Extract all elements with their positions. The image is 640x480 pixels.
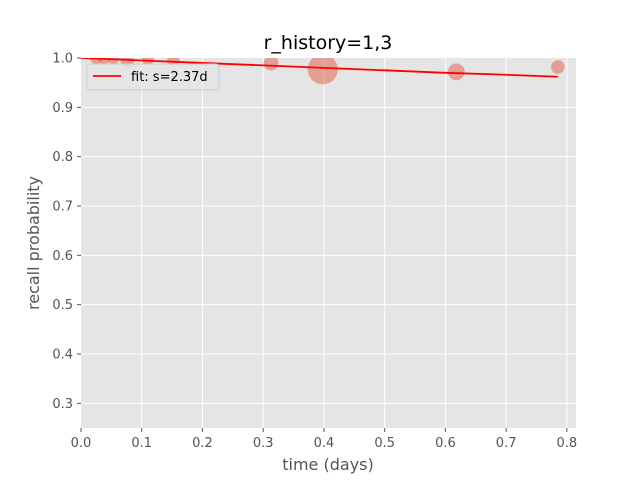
scatter-point (263, 58, 279, 71)
scatter-point (550, 60, 565, 74)
x-tick-label: 0.0 (71, 436, 92, 451)
y-tick-label: 0.7 (52, 200, 73, 215)
x-tick-label: 0.5 (374, 436, 395, 451)
scatter-point (307, 58, 338, 85)
x-axis-ticks: 0.0 0.1 0.2 0.3 0.4 0.5 0.6 0.7 0.8 (71, 428, 578, 451)
scatter-point (107, 58, 120, 65)
x-tick-label: 0.6 (435, 436, 456, 451)
legend-box (86, 63, 220, 91)
legend-fit-label: fit: s=2.37d (131, 70, 208, 85)
y-tick-label: 1.0 (52, 52, 73, 67)
scatter-point (141, 58, 154, 66)
fit-line (81, 58, 558, 78)
x-tick-label: 0.7 (496, 436, 517, 451)
scatter-point (447, 63, 465, 81)
y-axis-ticks: 0.3 0.4 0.5 0.6 0.7 0.8 0.9 1.0 (52, 52, 81, 412)
chart-title: r_history=1,3 (264, 32, 393, 54)
x-tick-label: 0.2 (192, 436, 213, 451)
x-tick-label: 0.1 (131, 436, 152, 451)
x-tick-label: 0.8 (557, 436, 578, 451)
plot-background (81, 58, 576, 428)
y-tick-label: 0.6 (52, 249, 73, 264)
y-axis-label: recall probability (24, 176, 43, 310)
grid (81, 58, 576, 428)
y-tick-label: 0.5 (52, 298, 73, 313)
x-tick-label: 0.3 (253, 436, 274, 451)
x-axis-label: time (days) (282, 455, 373, 474)
legend: fit: s=2.37d (86, 63, 220, 91)
y-tick-label: 0.4 (52, 348, 73, 363)
x-tick-label: 0.4 (314, 436, 335, 451)
y-tick-label: 0.3 (52, 397, 73, 412)
y-tick-label: 0.8 (52, 150, 73, 165)
y-tick-label: 0.9 (52, 101, 73, 116)
